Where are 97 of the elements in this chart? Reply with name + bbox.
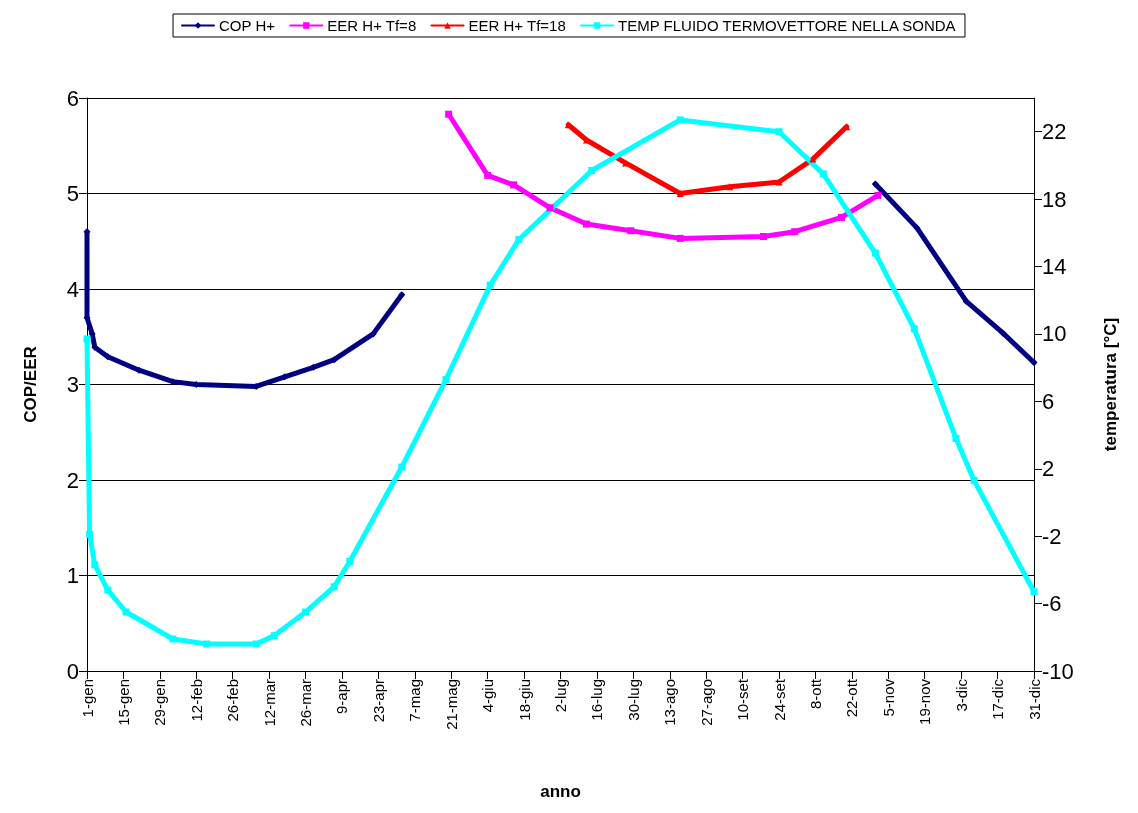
y-tick-label: 3 (66, 372, 79, 397)
point (962, 297, 970, 305)
point (398, 291, 406, 299)
x-tick-label: 24-set (770, 678, 788, 721)
point (91, 561, 99, 569)
x-tick-label: 10-set (734, 678, 752, 721)
point (999, 329, 1007, 337)
legend-label: TEMP FLUIDO TERMOVETTORE NELLA SONDA (618, 17, 956, 34)
x-tick-label: 27-ago (697, 679, 715, 726)
x-tick-label: 15-gen (114, 679, 132, 726)
y2-tick-label: 22 (1042, 119, 1067, 145)
point (510, 181, 518, 189)
x-tick-label: 17-dic (989, 678, 1007, 720)
x-tick-label: 16-lug (588, 679, 606, 721)
x-tick-label: 5-nov (879, 678, 897, 717)
x-tick-label: 21-mag (442, 679, 460, 730)
point (484, 171, 492, 179)
point (122, 608, 130, 616)
x-tick-label: 3-dic (952, 678, 970, 712)
point (169, 635, 177, 643)
x-tick-label: 9-apr (333, 679, 351, 715)
point (775, 178, 783, 186)
x-tick-label: 26-mar (297, 679, 315, 727)
y-tick-label: 6 (66, 85, 79, 111)
y-tick-label: 4 (66, 276, 79, 302)
x-tick-label: 7-mag (406, 679, 424, 722)
point (104, 353, 112, 361)
x-tick-label: 12-mar (260, 679, 278, 727)
point (252, 640, 260, 648)
y-axis-title: COP/EER (21, 346, 40, 423)
x-axis-title: anno (540, 782, 581, 801)
legend-label: COP H+ (219, 17, 276, 34)
y2-axis-title: temperatura [°C] (1101, 317, 1120, 452)
x-tick-label: 30-lug (624, 679, 642, 721)
x-tick-label: 23-apr (369, 679, 387, 723)
point (445, 110, 453, 118)
x-tick-label: 1-gen (78, 679, 96, 718)
point (874, 191, 882, 199)
y2-tick-label: 18 (1042, 186, 1067, 212)
point (775, 128, 783, 136)
point (515, 236, 523, 244)
point (970, 477, 978, 485)
y2-tick-label: 14 (1042, 254, 1067, 280)
y-tick-label: 2 (66, 467, 79, 493)
point (302, 608, 310, 616)
y2-tick-label: -6 (1042, 591, 1062, 617)
point (809, 155, 817, 163)
y2-tick-label: 10 (1042, 321, 1067, 347)
legend-label: EER H+ Tf=18 (468, 17, 566, 34)
y2-tick-label: 6 (1042, 388, 1055, 414)
point (913, 224, 921, 232)
x-tick-label: 31-dic (1025, 678, 1043, 720)
point (369, 330, 377, 338)
point (676, 234, 684, 242)
point (676, 190, 684, 197)
point (270, 632, 278, 640)
point (486, 281, 494, 289)
point (1030, 588, 1038, 596)
point (104, 586, 112, 594)
point (442, 375, 450, 383)
x-tick-label: 18-giu (515, 679, 533, 721)
y-tick-label: 0 (66, 658, 79, 684)
x-tick-label: 13-ago (661, 679, 679, 726)
x-tick-label: 22-ott (843, 678, 861, 718)
y2-tick-label: 2 (1042, 456, 1055, 482)
point (910, 325, 918, 333)
y2-tick-label: -2 (1042, 523, 1062, 549)
point (952, 434, 960, 442)
point (346, 557, 354, 565)
point (627, 227, 635, 235)
point (398, 463, 406, 471)
legend-label: EER H+ Tf=8 (327, 17, 417, 34)
x-tick-label: 12-feb (187, 679, 205, 722)
x-tick-label: 19-nov (916, 678, 934, 725)
y-tick-label: 5 (66, 181, 79, 206)
x-tick-label: 2-lug (552, 679, 569, 713)
point (588, 166, 596, 174)
y2-tick-label: -10 (1042, 658, 1074, 684)
x-tick-label: 8-ott (806, 678, 824, 710)
point (871, 180, 879, 188)
point (759, 232, 767, 240)
point (583, 220, 591, 228)
point (791, 228, 799, 236)
point (1030, 359, 1038, 367)
point (676, 116, 684, 124)
point (837, 213, 845, 221)
x-tick-label: 29-gen (151, 679, 169, 726)
x-tick-label: 26-feb (224, 679, 242, 722)
point (330, 583, 338, 591)
y-tick-label: 1 (66, 563, 79, 588)
point (203, 640, 211, 648)
x-tick-label: 4-giu (479, 679, 497, 713)
point (819, 170, 827, 178)
point (546, 204, 554, 212)
point (871, 249, 879, 257)
point (86, 530, 94, 538)
point (83, 335, 91, 343)
